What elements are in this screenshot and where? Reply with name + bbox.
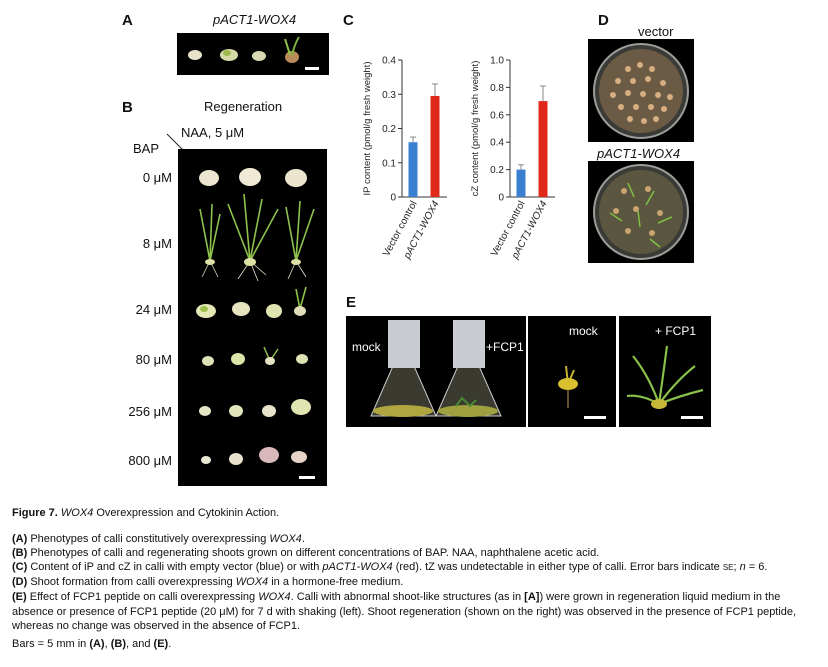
caption-c-gene: pACT1-WOX4 [322,561,393,573]
panel-e-label-mock-1: mock [352,340,381,354]
row-label: 8 μM [142,236,172,251]
flasks-image [370,320,502,417]
caption-bars: Bars = 5 mm in (A), (B), and (E). [12,637,820,652]
y-tick-label: 0.4 [382,56,396,67]
calli-photo-a [188,36,319,70]
caption-e-text-3: ) were grown in regeneration liquid medi… [12,591,797,632]
panel-e-mock-photo [528,316,616,427]
wox4-plate [593,164,689,260]
panel-a-photo [177,33,329,75]
panel-d-top-photo [588,39,694,142]
caption-e-gene: WOX4 [258,591,291,603]
row-label: 24 μM [135,302,172,317]
mock-callus-image [558,365,606,419]
caption-a-end: . [301,533,305,545]
row-label: 0 μM [142,170,172,185]
vector-plate [593,43,689,139]
caption-c-text-3: ; [733,561,740,573]
caption-bars-e: (E) [153,638,169,650]
caption-d-end: in a hormone-free medium. [268,576,404,588]
caption-d-tag: (D) [12,576,28,588]
panel-letter-a: A [122,12,133,29]
caption-b: (B) Phenotypes of calli and regenerating… [12,546,820,561]
y-tick-label: 0.6 [490,110,504,121]
figure-label: Figure 7. [12,507,58,519]
caption-bars-sep-2: , and [126,638,154,650]
chart-ip-content: 0 0.1 0.2 0.3 0.4 IP content (pmol/g fresh we… [362,56,447,262]
panel-b-title: Regeneration [204,99,283,114]
y-tick-label: 0.3 [382,90,396,101]
panel-a-title: pACT1-WOX4 [213,12,297,27]
y-axis-label: cZ content (pmol/g fresh weight) [470,61,481,197]
caption-bars-text: Bars = 5 mm in [12,638,90,650]
caption-e-text-2: . Calli with abnormal shoot-like structu… [290,591,525,603]
y-tick-label: 0.4 [490,138,504,149]
bar [538,101,548,197]
caption-bars-a: (A) [89,638,105,650]
figure-title-rest: Overexpression and Cytokinin Action. [93,507,280,519]
panel-e-label-fcp1-1: +FCP1 [486,340,524,354]
panel-e-label-mock-2: mock [569,324,598,338]
row-label: 80 μM [135,352,172,367]
caption-bars-b: (B) [110,638,127,650]
y-tick-label: 0 [390,193,396,204]
caption-d: (D) Shoot formation from calli overexpre… [12,575,820,590]
y-tick-label: 0.1 [382,158,396,169]
caption-c-tag: (C) [12,561,28,573]
caption-c: (C) Content of iP and cZ in calli with e… [12,560,820,575]
caption-a-gene: WOX4 [269,533,302,545]
panel-e-fcp1-photo [619,316,711,427]
panel-d-top-label: vector [638,24,674,39]
y-axis-label: IP content (pmol/g fresh weight) [362,62,373,196]
caption-bars-end: . [168,638,172,650]
caption-bars-sep-1: , [104,638,111,650]
row-label: 800 μM [128,453,172,468]
bar [408,142,418,197]
col-header-naa: NAA, 5 μM [181,125,245,140]
fcp1-shoots-image [626,345,704,419]
caption-e: (E) Effect of FCP1 peptide on calli over… [12,590,820,634]
panel-letter-b: B [122,99,133,116]
panel-b-photo [178,149,327,486]
y-tick-label: 0.2 [490,165,504,176]
y-tick-label: 0 [498,193,504,204]
panel-letter-c: C [343,12,354,29]
y-tick-label: 0.2 [382,124,396,135]
caption-e-text-1: Effect of FCP1 peptide on calli overexpr… [26,591,259,603]
caption-a: (A) Phenotypes of calli constitutively o… [12,532,820,547]
caption-d-gene: WOX4 [235,576,269,588]
panel-e-flasks-photo [346,316,526,427]
caption-c-text-1: Content of iP and cZ in calli with empty… [27,561,323,573]
row-label: 256 μM [128,404,172,419]
caption-b-text: Phenotypes of calli and regenerating sho… [27,547,600,559]
panel-letter-e: E [346,294,357,311]
caption-a-tag: (A) [12,533,28,545]
caption-c-se: se [722,561,734,573]
y-tick-label: 1.0 [490,56,504,67]
caption-e-ref: [A] [524,591,540,603]
panel-d-bottom-label: pACT1-WOX4 [597,146,681,161]
bar [516,169,526,197]
panel-letter-d: D [598,12,609,29]
panel-d-bottom-photo [588,161,694,263]
bar [430,95,440,197]
chart-cz-content: 0 0.2 0.4 0.6 0.8 1.0 cZ content (pmol/g fresh… [470,56,555,262]
figure-title: Figure 7. WOX4 Overexpression and Cytoki… [12,506,820,521]
figure-title-gene: WOX4 [60,507,94,519]
caption-b-tag: (B) [12,547,28,559]
caption-a-text: Phenotypes of calli constitutively overe… [27,533,270,545]
caption-d-text: Shoot formation from calli overexpressin… [27,576,236,588]
caption-c-n: n [739,561,746,573]
row-header-bap: BAP [133,141,160,156]
regeneration-photo-grid [196,168,315,479]
y-tick-label: 0.8 [490,83,504,94]
caption-c-text-4: = 6. [745,561,768,573]
caption-e-tag: (E) [12,591,27,603]
caption-c-text-2: (red). tZ was undetectable in either typ… [392,561,723,573]
panel-e-label-fcp1-2: + FCP1 [655,324,697,338]
